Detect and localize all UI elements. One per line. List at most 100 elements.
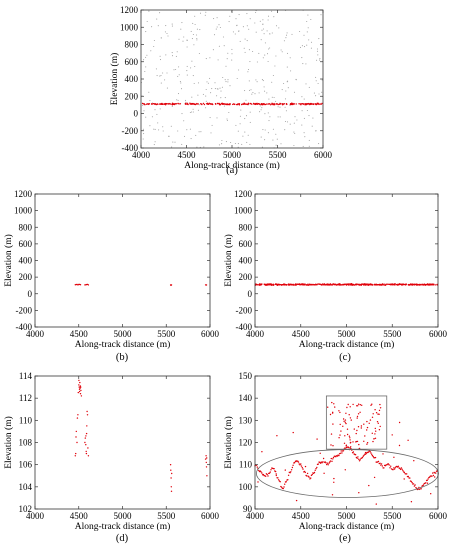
y-tick-label: 104 — [19, 482, 33, 492]
data-point — [220, 90, 222, 92]
data-point — [235, 18, 237, 20]
data-point — [149, 100, 151, 102]
data-point — [249, 61, 251, 63]
data-point — [368, 284, 370, 286]
data-point — [177, 99, 179, 101]
data-point — [211, 124, 213, 126]
data-point — [330, 457, 332, 460]
data-point — [409, 477, 411, 479]
data-point — [356, 417, 358, 419]
data-point — [321, 79, 323, 81]
data-point — [320, 103, 322, 106]
data-point — [159, 108, 161, 110]
data-point — [225, 81, 227, 83]
y-tick-label: 110 — [239, 460, 253, 470]
data-point — [352, 451, 355, 453]
data-point — [189, 128, 191, 130]
data-point — [194, 103, 197, 106]
data-point — [239, 115, 241, 117]
chart-panel-3: 4000 4500 5000 5500 6000 -400 -200 0 200 400 600 80… — [223, 189, 448, 363]
data-point — [275, 133, 277, 135]
data-point — [217, 59, 219, 61]
y-tick-label: 400 — [19, 256, 33, 266]
data-point — [181, 143, 183, 145]
data-point — [375, 412, 378, 414]
data-point — [222, 76, 224, 79]
data-point — [315, 130, 317, 132]
data-point — [346, 406, 348, 409]
data-point — [202, 93, 204, 95]
data-point — [271, 96, 273, 98]
data-point — [353, 284, 356, 286]
y-tick-label: 600 — [125, 57, 139, 67]
data-point — [216, 26, 218, 28]
data-point — [302, 284, 304, 286]
data-point — [213, 18, 215, 20]
data-point — [428, 476, 431, 478]
data-point — [275, 283, 277, 286]
data-point — [321, 283, 324, 285]
data-point — [319, 462, 322, 464]
y-tick-label: -200 — [16, 305, 33, 315]
data-point — [171, 23, 173, 25]
data-point — [176, 99, 178, 101]
data-point — [394, 283, 396, 285]
data-point — [328, 283, 330, 286]
data-point — [345, 412, 347, 414]
data-point — [250, 89, 252, 91]
data-point — [376, 284, 378, 286]
data-point — [290, 103, 292, 106]
data-point — [350, 283, 353, 285]
data-point — [323, 472, 325, 474]
y-tick-label: 114 — [19, 371, 33, 381]
panel-label: (a) — [226, 165, 238, 176]
data-point — [303, 132, 305, 134]
data-point — [380, 284, 382, 286]
data-point — [277, 106, 279, 108]
x-axis-label: Along-track distance (m) — [75, 339, 171, 350]
data-point — [240, 109, 242, 111]
data-point — [219, 26, 221, 29]
data-point — [363, 454, 365, 456]
x-tick-label: 6000 — [429, 329, 448, 339]
data-point — [85, 452, 88, 455]
data-point — [368, 484, 370, 487]
data-point — [275, 100, 277, 102]
data-point — [260, 103, 262, 106]
y-tick-label: 200 — [19, 272, 33, 282]
data-point — [197, 94, 199, 96]
x-tick-label: 4500 — [178, 150, 197, 160]
data-point — [422, 484, 425, 486]
data-point — [247, 102, 250, 105]
data-point — [189, 102, 191, 104]
data-point — [166, 32, 168, 35]
data-point — [377, 422, 379, 424]
data-point — [186, 70, 188, 72]
data-point — [248, 89, 251, 91]
data-point — [212, 49, 214, 51]
data-point — [370, 452, 372, 454]
data-point — [277, 103, 279, 106]
data-point — [332, 458, 334, 460]
data-point — [177, 130, 179, 132]
data-point — [186, 103, 188, 105]
data-point — [279, 116, 281, 118]
data-point — [371, 453, 373, 455]
data-point — [379, 462, 381, 464]
data-point — [285, 110, 287, 112]
data-point — [312, 103, 315, 106]
data-point — [348, 435, 351, 437]
data-point — [281, 51, 283, 53]
data-point — [379, 425, 381, 428]
data-point — [77, 391, 80, 394]
data-point — [313, 472, 315, 475]
data-point — [186, 39, 188, 41]
data-point — [246, 40, 248, 42]
data-point — [145, 116, 147, 118]
data-point — [229, 103, 231, 105]
data-point — [209, 77, 211, 79]
data-point — [149, 125, 151, 127]
data-point — [239, 123, 241, 125]
data-point — [269, 33, 271, 35]
